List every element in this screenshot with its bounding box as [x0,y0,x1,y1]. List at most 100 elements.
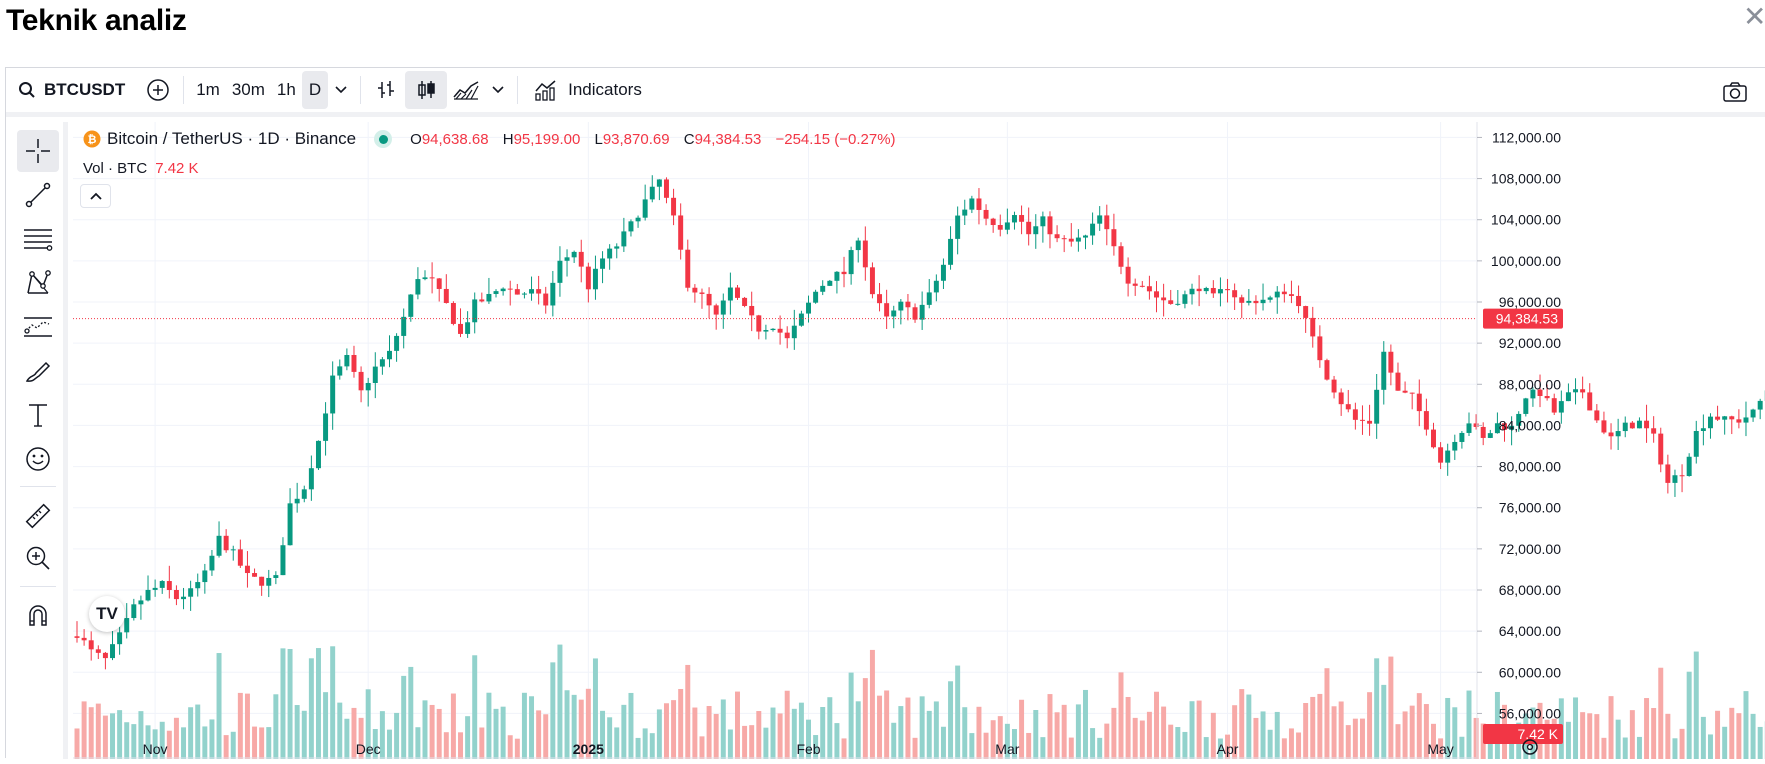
emoji-tool[interactable] [17,438,59,480]
volume-bar [302,711,307,759]
candle-body [195,582,200,588]
y-tick-label: 88,000.00 [1499,376,1561,392]
volume-bar [1190,701,1195,759]
pattern-tool[interactable] [17,262,59,304]
trend-line-tool[interactable] [17,174,59,216]
magnet-tool[interactable] [17,594,59,636]
candle-body [1609,432,1614,436]
screenshot-button[interactable] [1715,73,1755,111]
interval-dropdown-button[interactable] [328,71,354,109]
tradingview-logo[interactable]: TV [89,596,125,632]
volume-bar [955,666,960,759]
volume-bar [870,650,875,759]
volume-bar [849,673,854,759]
candle-body [309,468,314,489]
chevron-down-icon [335,86,347,94]
candle-body [1452,442,1457,451]
candle-body [1239,297,1244,303]
volume-bar [1353,719,1358,759]
close-icon[interactable]: ✕ [1743,2,1765,32]
y-tick-label: 68,000.00 [1499,582,1561,598]
interval-1m[interactable]: 1m [190,71,226,109]
indicators-label: Indicators [568,80,642,100]
crosshair-tool[interactable] [17,130,59,172]
volume-bar [316,648,321,759]
volume-bar [508,735,513,759]
volume-bar [1410,706,1415,759]
chart-type-dropdown-button[interactable] [485,71,511,109]
area-style-button[interactable] [447,71,485,109]
candle-body [1523,398,1528,414]
horizontal-lines-tool[interactable] [17,218,59,260]
indicators-button[interactable]: Indicators [524,71,652,109]
volume-bar [941,727,946,759]
volume-bar [714,714,719,759]
volume-bar [1268,730,1273,759]
volume-bar [1580,712,1585,759]
volume-bar [1395,724,1400,759]
volume-bar [1154,692,1159,759]
measure-tool[interactable] [17,495,59,537]
volume-bar [89,707,94,759]
toolbar-divider [20,586,56,587]
candle-body [288,503,293,545]
candle-body [593,269,598,290]
interval-d[interactable]: D [302,71,328,109]
volume-bar [1403,711,1408,759]
candle-body [138,600,143,604]
interval-30m[interactable]: 30m [226,71,271,109]
volume-bar [1083,690,1088,759]
volume-bar [202,726,207,759]
candle-body [330,376,335,414]
collapse-legend-button[interactable] [80,184,111,208]
candle-body [295,499,300,504]
volume-bar [1033,710,1038,759]
y-tick-label: 108,000.00 [1491,171,1561,187]
candle-body [643,199,648,217]
open-value: 94,638.68 [422,131,489,148]
symbol-search-button[interactable]: BTCUSDT [6,71,139,109]
brush-tool[interactable] [17,350,59,392]
candle-body [827,281,832,286]
candle-body [1445,451,1450,463]
candle-body [131,604,136,618]
candle-body [252,573,257,577]
volume-bar [1324,668,1329,759]
text-icon [24,401,52,429]
price-chart[interactable]: 112,000.00108,000.00104,000.00100,000.00… [73,122,1765,759]
volume-bar [913,738,918,759]
bars-style-button[interactable] [367,71,405,109]
series-title[interactable]: Bitcoin / TetherUS · 1D · Binance [107,129,356,149]
area-chart-icon [452,79,480,101]
toolbar-divider [20,486,56,487]
candle-body [110,644,115,658]
candle-body [401,317,406,336]
candle-body [820,286,825,292]
compare-symbol-button[interactable] [139,71,177,109]
candle-body [1268,297,1273,299]
volume-bar [1680,729,1685,759]
volume-bar [707,706,712,759]
volume-bar [1253,718,1258,759]
candle-body [856,241,861,251]
volume-bar [657,709,662,759]
text-tool[interactable] [17,394,59,436]
candle-body [536,289,541,293]
forecast-tool[interactable] [17,306,59,348]
smiley-icon [24,445,52,473]
interval-1h[interactable]: 1h [271,71,302,109]
last-volume-label: 7.42 K [1518,726,1559,742]
volume-bar [501,707,506,759]
candles-style-button[interactable] [405,71,447,109]
low-value: 93,870.69 [603,131,670,148]
volume-bar [1758,727,1763,759]
candle-body [1637,421,1642,429]
x-tick-label: Apr [1217,741,1239,757]
zoom-in-tool[interactable] [17,537,59,579]
candle-body [1261,300,1266,303]
volume-bar [252,727,257,759]
x-tick-label: Feb [796,741,820,757]
volume-bar [1360,719,1365,759]
market-status-icon[interactable] [374,130,392,148]
